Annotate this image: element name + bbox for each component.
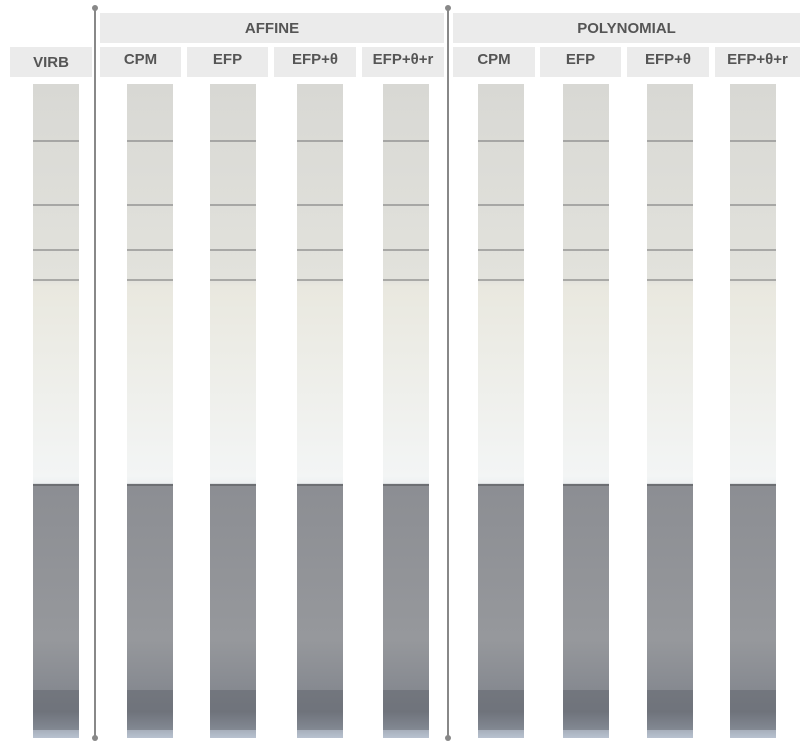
floor-shadow (647, 690, 693, 730)
method-label: EFP (213, 51, 242, 68)
separator-dot (445, 735, 451, 741)
floor-shadow (730, 690, 776, 730)
image-strip (127, 84, 173, 738)
image-strip (478, 84, 524, 738)
floor-shadow (33, 690, 79, 730)
figure: VIRB AFFINE CPM EFP EFP+θ EFP+θ+r POLYNOMIAL C… (0, 0, 807, 741)
group-title: POLYNOMIAL (577, 20, 676, 37)
method-label: CPM (477, 51, 510, 68)
image-strip (647, 84, 693, 738)
image-strip (210, 84, 256, 738)
floor-shadow (297, 690, 343, 730)
method-label: EFP+θ+r (727, 51, 788, 68)
method-label: EFP+θ (645, 51, 691, 68)
floor-shadow (210, 690, 256, 730)
separator-dot (92, 5, 98, 11)
reference-label: VIRB (33, 54, 69, 71)
method-label: EFP+θ+r (373, 51, 434, 68)
image-strip (297, 84, 343, 738)
figure-canvas: VIRB AFFINE CPM EFP EFP+θ EFP+θ+r POLYNOMIAL C… (0, 0, 807, 741)
method-label: CPM (124, 51, 157, 68)
floor-shadow (127, 690, 173, 730)
group-title: AFFINE (245, 20, 299, 37)
image-strip (383, 84, 429, 738)
floor-shadow (478, 690, 524, 730)
image-strip (33, 84, 79, 738)
method-label: EFP (566, 51, 595, 68)
image-strip (563, 84, 609, 738)
floor-shadow (383, 690, 429, 730)
separator-dot (445, 5, 451, 11)
floor-shadow (563, 690, 609, 730)
image-strip (730, 84, 776, 738)
method-label: EFP+θ (292, 51, 338, 68)
separator-dot (92, 735, 98, 741)
